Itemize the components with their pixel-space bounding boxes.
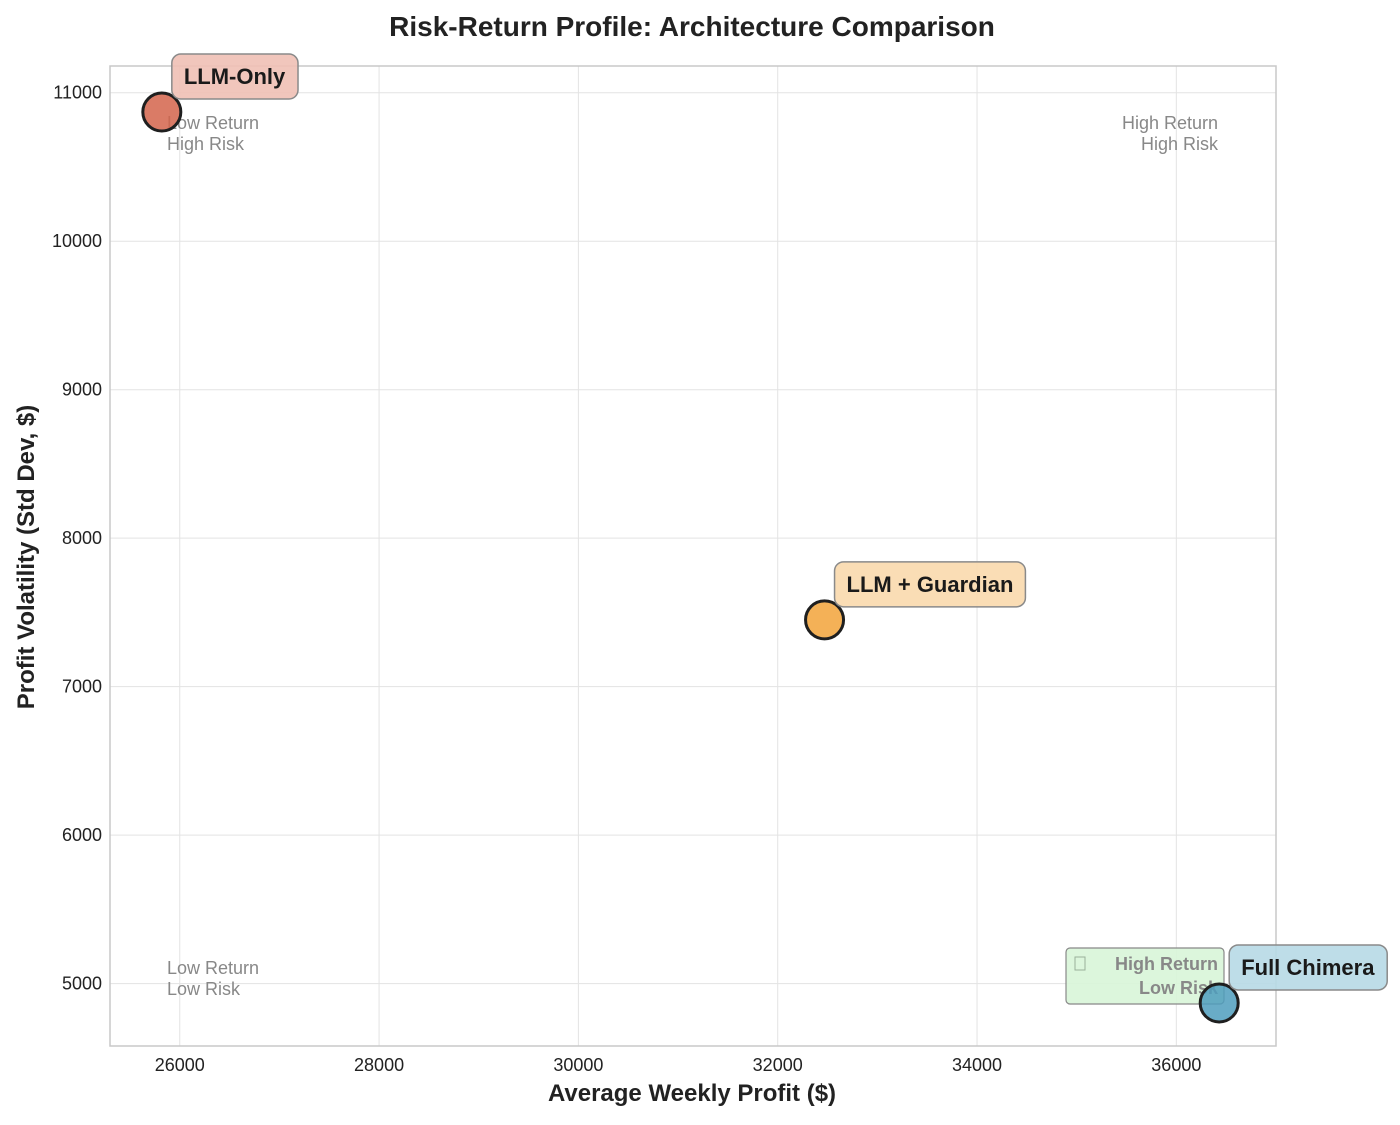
quadrant-label-bottom-right: High Return Low Risk bbox=[1065, 947, 1225, 1005]
quadrant-highlight-box bbox=[1065, 947, 1225, 1005]
grid bbox=[110, 66, 1276, 1046]
quadrant-label-line1: Low Return bbox=[167, 958, 259, 978]
y-tick-label: 11000 bbox=[53, 83, 102, 103]
y-tick-label: 6000 bbox=[62, 825, 102, 845]
checkmark-icon bbox=[1074, 956, 1086, 971]
point-label: LLM-Only bbox=[184, 64, 286, 89]
scatter-point bbox=[1198, 982, 1240, 1024]
quadrant-label-line2: High Risk bbox=[167, 134, 245, 154]
y-tick-label: 10000 bbox=[52, 231, 102, 251]
quadrant-label-line1: Low Return bbox=[167, 113, 259, 133]
x-tick-label: 26000 bbox=[155, 1055, 205, 1075]
point-label: Full Chimera bbox=[1241, 955, 1375, 980]
axis-ticks: 26000 28000 30000 32000 34000 36000 5000 6000 70… bbox=[52, 83, 1201, 1075]
point-label-box bbox=[1228, 944, 1388, 991]
x-tick-label: 30000 bbox=[553, 1055, 603, 1075]
data-point-llm-only: LLM-Only bbox=[141, 53, 299, 133]
point-label: LLM + Guardian bbox=[847, 572, 1014, 597]
y-tick-label: 7000 bbox=[62, 677, 102, 697]
x-axis-label: Average Weekly Profit ($) bbox=[548, 1080, 836, 1107]
plot-area bbox=[109, 65, 1277, 1047]
point-label-box bbox=[171, 53, 299, 100]
quadrant-label-line2: Low Risk bbox=[1139, 978, 1219, 998]
data-point-llm-guardian: LLM + Guardian bbox=[804, 561, 1027, 641]
x-tick-label: 34000 bbox=[952, 1055, 1002, 1075]
quadrant-label-line2: Low Risk bbox=[167, 979, 241, 999]
point-label-box bbox=[833, 561, 1027, 608]
y-tick-label: 5000 bbox=[62, 974, 102, 994]
x-tick-label: 28000 bbox=[354, 1055, 404, 1075]
y-axis-label: Profit Volatility (Std Dev, $) bbox=[13, 405, 40, 709]
data-point-full-chimera: Full Chimera bbox=[1198, 944, 1388, 1024]
y-tick-label: 8000 bbox=[62, 528, 102, 548]
data-points: LLM-Only LLM + Guardian Full Chimera bbox=[141, 53, 1388, 1024]
scatter-point bbox=[141, 91, 183, 133]
y-tick-label: 9000 bbox=[62, 380, 102, 400]
quadrant-label-line1: High Return bbox=[1122, 113, 1218, 133]
chart-title: Risk-Return Profile: Architecture Compar… bbox=[389, 11, 995, 42]
quadrant-label-line2: High Risk bbox=[1141, 134, 1219, 154]
scatter-point bbox=[804, 599, 846, 641]
quadrant-label-line1: High Return bbox=[1115, 954, 1218, 974]
x-tick-label: 36000 bbox=[1151, 1055, 1201, 1075]
x-tick-label: 32000 bbox=[753, 1055, 803, 1075]
